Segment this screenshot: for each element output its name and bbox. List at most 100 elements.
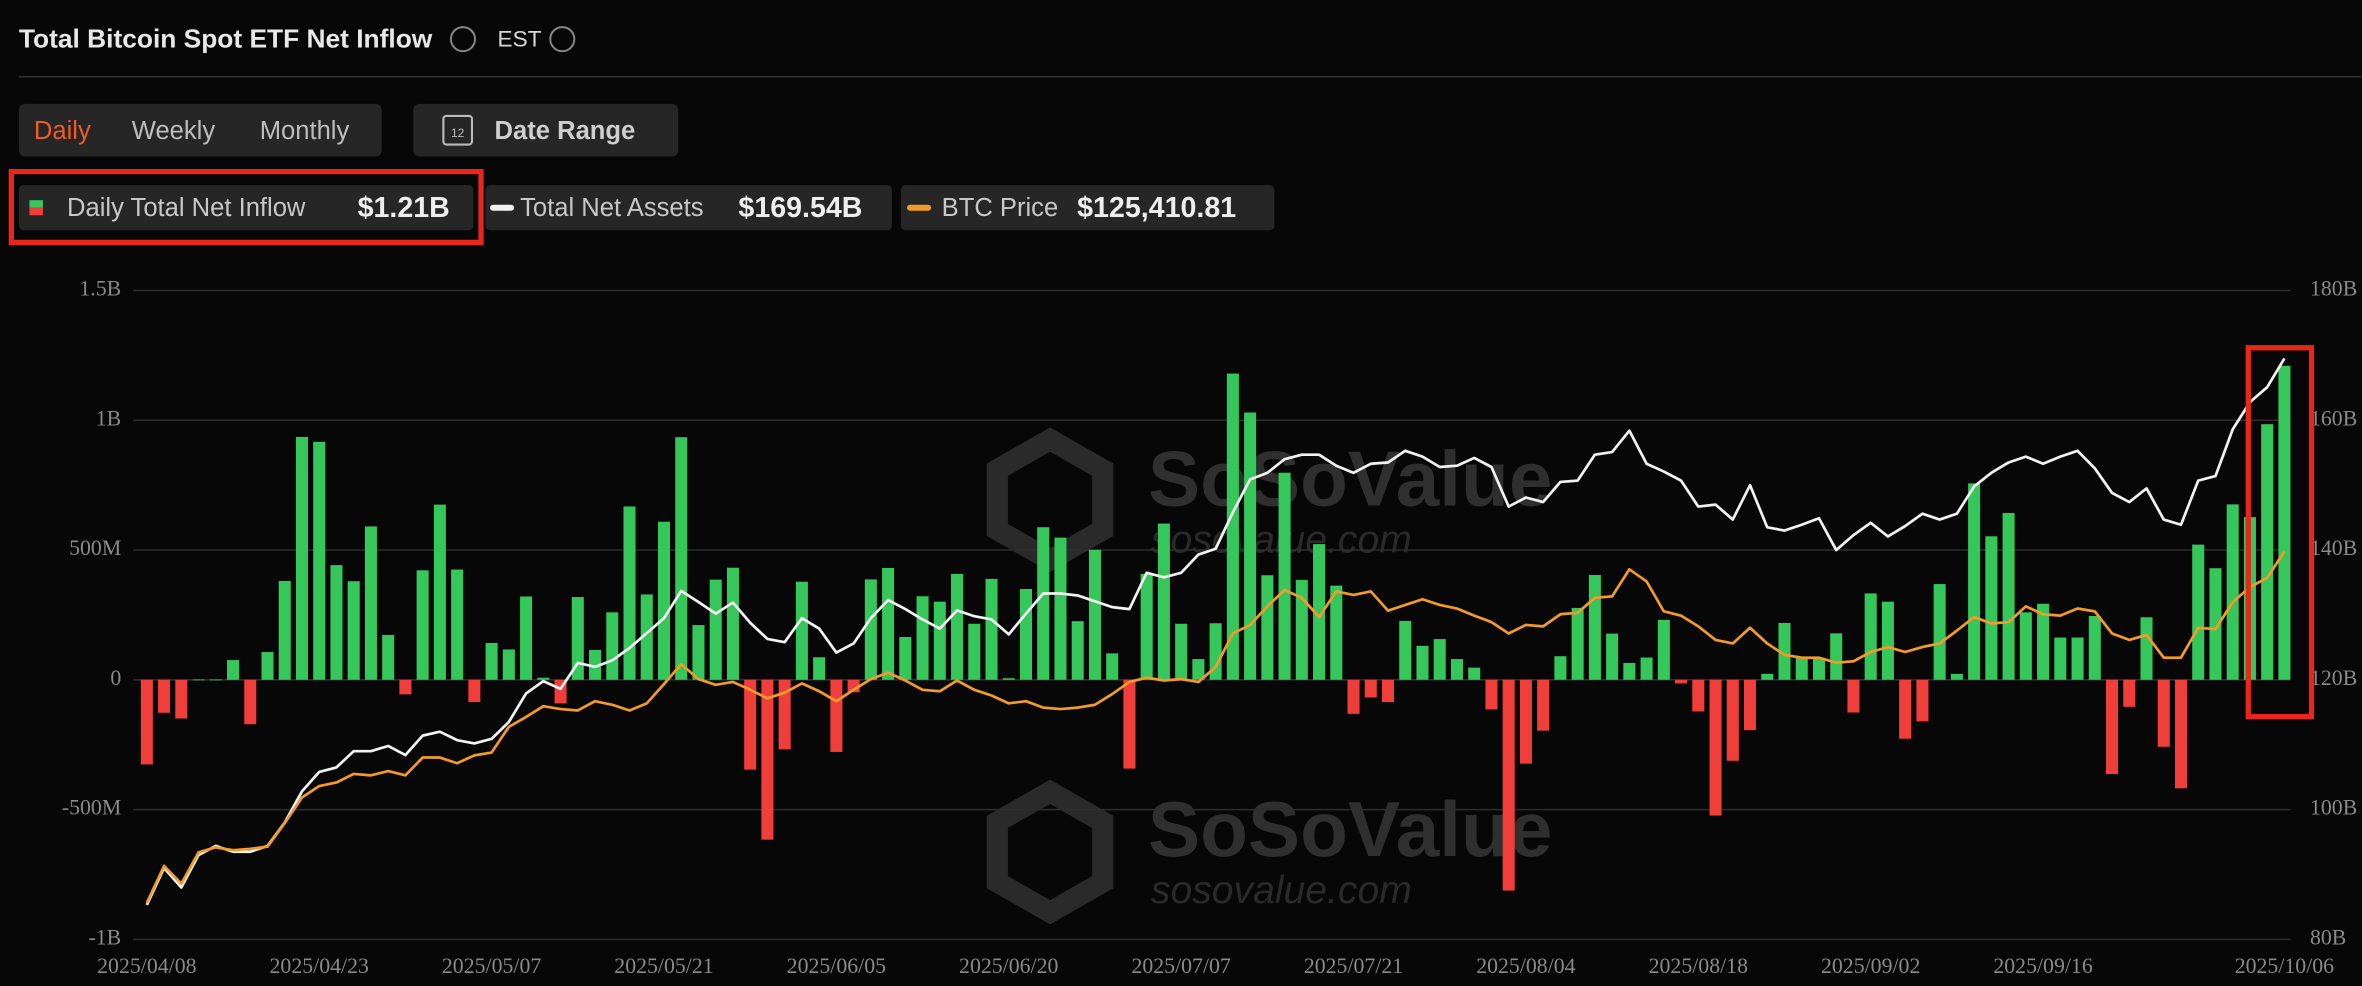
bar xyxy=(692,625,705,680)
bar xyxy=(2278,365,2291,680)
bar xyxy=(382,634,395,680)
bar xyxy=(1450,659,1463,680)
bar xyxy=(1933,584,1946,680)
bar xyxy=(2071,637,2084,680)
x-tick-label: 2025/08/04 xyxy=(1476,954,1575,978)
calendar-icon xyxy=(442,114,474,146)
bar xyxy=(1778,622,1791,680)
date-range-button[interactable] xyxy=(413,103,679,157)
y-tick-label: 500M xyxy=(69,536,121,560)
timezone: EST xyxy=(498,27,542,52)
bar xyxy=(140,679,153,765)
tab-group xyxy=(18,103,382,157)
bar xyxy=(1950,673,1963,680)
bar xyxy=(2140,617,2153,680)
x-tick-label: 2025/06/20 xyxy=(959,954,1058,978)
legend-value: $125,410.81 xyxy=(1077,192,1236,224)
bar xyxy=(175,679,188,719)
bar xyxy=(1261,575,1274,680)
tab-daily[interactable]: Daily xyxy=(34,117,91,145)
bar xyxy=(2226,504,2239,680)
bar xyxy=(1588,574,1601,680)
date-range-label[interactable]: Date Range xyxy=(495,117,636,145)
x-tick-label: 2025/05/07 xyxy=(442,954,541,978)
x-tick-label: 2025/07/07 xyxy=(1131,954,1230,978)
x-tick-label: 2025/10/06 xyxy=(2235,954,2334,978)
info-icon[interactable] xyxy=(549,26,576,53)
legend-pill[interactable] xyxy=(901,185,1275,231)
bar xyxy=(1968,483,1981,680)
bar xyxy=(1709,679,1722,816)
bar xyxy=(1157,523,1170,680)
bar xyxy=(1606,633,1619,680)
bar xyxy=(313,441,326,680)
bar xyxy=(1519,679,1532,764)
bar xyxy=(968,623,981,680)
bar xyxy=(1416,645,1429,680)
y2-tick-label: 120B xyxy=(2310,666,2357,690)
tab-monthly[interactable]: Monthly xyxy=(260,117,350,145)
info-icon[interactable] xyxy=(449,26,476,53)
y2-tick-label: 180B xyxy=(2310,277,2357,301)
x-tick-label: 2025/08/18 xyxy=(1649,954,1748,978)
bar xyxy=(606,612,619,680)
watermark-url: sosovalue.com xyxy=(1151,869,1412,912)
y2-tick-label: 100B xyxy=(2310,796,2357,820)
highlight-box xyxy=(2245,345,2315,720)
bar xyxy=(1399,620,1412,680)
bar xyxy=(1364,679,1377,698)
bar xyxy=(433,504,446,680)
plot-area: -1B -500M 0 500M 1B 1.5B 80B 100B 120B 140B 160B 18… xyxy=(62,277,2357,978)
bar xyxy=(2192,544,2205,680)
bar xyxy=(1054,537,1067,680)
bar xyxy=(830,679,843,752)
bar xyxy=(1037,527,1050,680)
bar xyxy=(2261,424,2274,680)
bar xyxy=(1864,593,1877,680)
bar xyxy=(1313,544,1326,680)
legend-pill[interactable] xyxy=(18,185,474,231)
bar xyxy=(1675,679,1688,684)
bar xyxy=(364,526,377,680)
bar xyxy=(571,597,584,680)
legend-value: $169.54B xyxy=(738,192,862,224)
x-tick-label: 2025/06/05 xyxy=(787,954,886,978)
bar xyxy=(295,436,308,680)
y2-tick-label: 160B xyxy=(2310,406,2357,430)
calendar-day: 12 xyxy=(451,126,465,140)
bar xyxy=(347,581,360,680)
title: Total Bitcoin Spot ETF Net Inflow xyxy=(19,24,433,54)
bar xyxy=(1209,623,1222,680)
bar xyxy=(2054,637,2067,680)
bar xyxy=(2209,568,2222,680)
bar xyxy=(1106,653,1119,680)
watermark: SoSoValue sosovalue.com SoSoValue sosova… xyxy=(986,427,1552,925)
bar xyxy=(985,578,998,680)
bar xyxy=(1295,579,1308,680)
tab-weekly[interactable]: Weekly xyxy=(132,117,216,145)
legend-pill[interactable] xyxy=(485,185,892,231)
x-tick-label: 2025/09/02 xyxy=(1821,954,1920,978)
y2-tick-label: 140B xyxy=(2310,536,2357,560)
bar xyxy=(416,570,429,680)
legend-name: Total Net Assets xyxy=(520,194,703,222)
bar xyxy=(261,652,274,680)
bar xyxy=(1226,373,1239,680)
legend-name: BTC Price xyxy=(942,194,1059,222)
bar xyxy=(1330,585,1343,680)
y-tick-label: -500M xyxy=(62,796,121,820)
bar xyxy=(2088,615,2101,680)
y2-tick-label: 80B xyxy=(2310,925,2346,949)
bar xyxy=(1623,662,1636,680)
bar xyxy=(1761,673,1774,680)
y-tick-label: -1B xyxy=(89,925,122,949)
bar xyxy=(1554,656,1567,680)
line xyxy=(145,357,2286,906)
bar xyxy=(1726,679,1739,761)
y-tick-label: 1B xyxy=(96,406,121,430)
bar xyxy=(1640,657,1653,680)
bar xyxy=(795,581,808,680)
bar xyxy=(209,679,222,681)
